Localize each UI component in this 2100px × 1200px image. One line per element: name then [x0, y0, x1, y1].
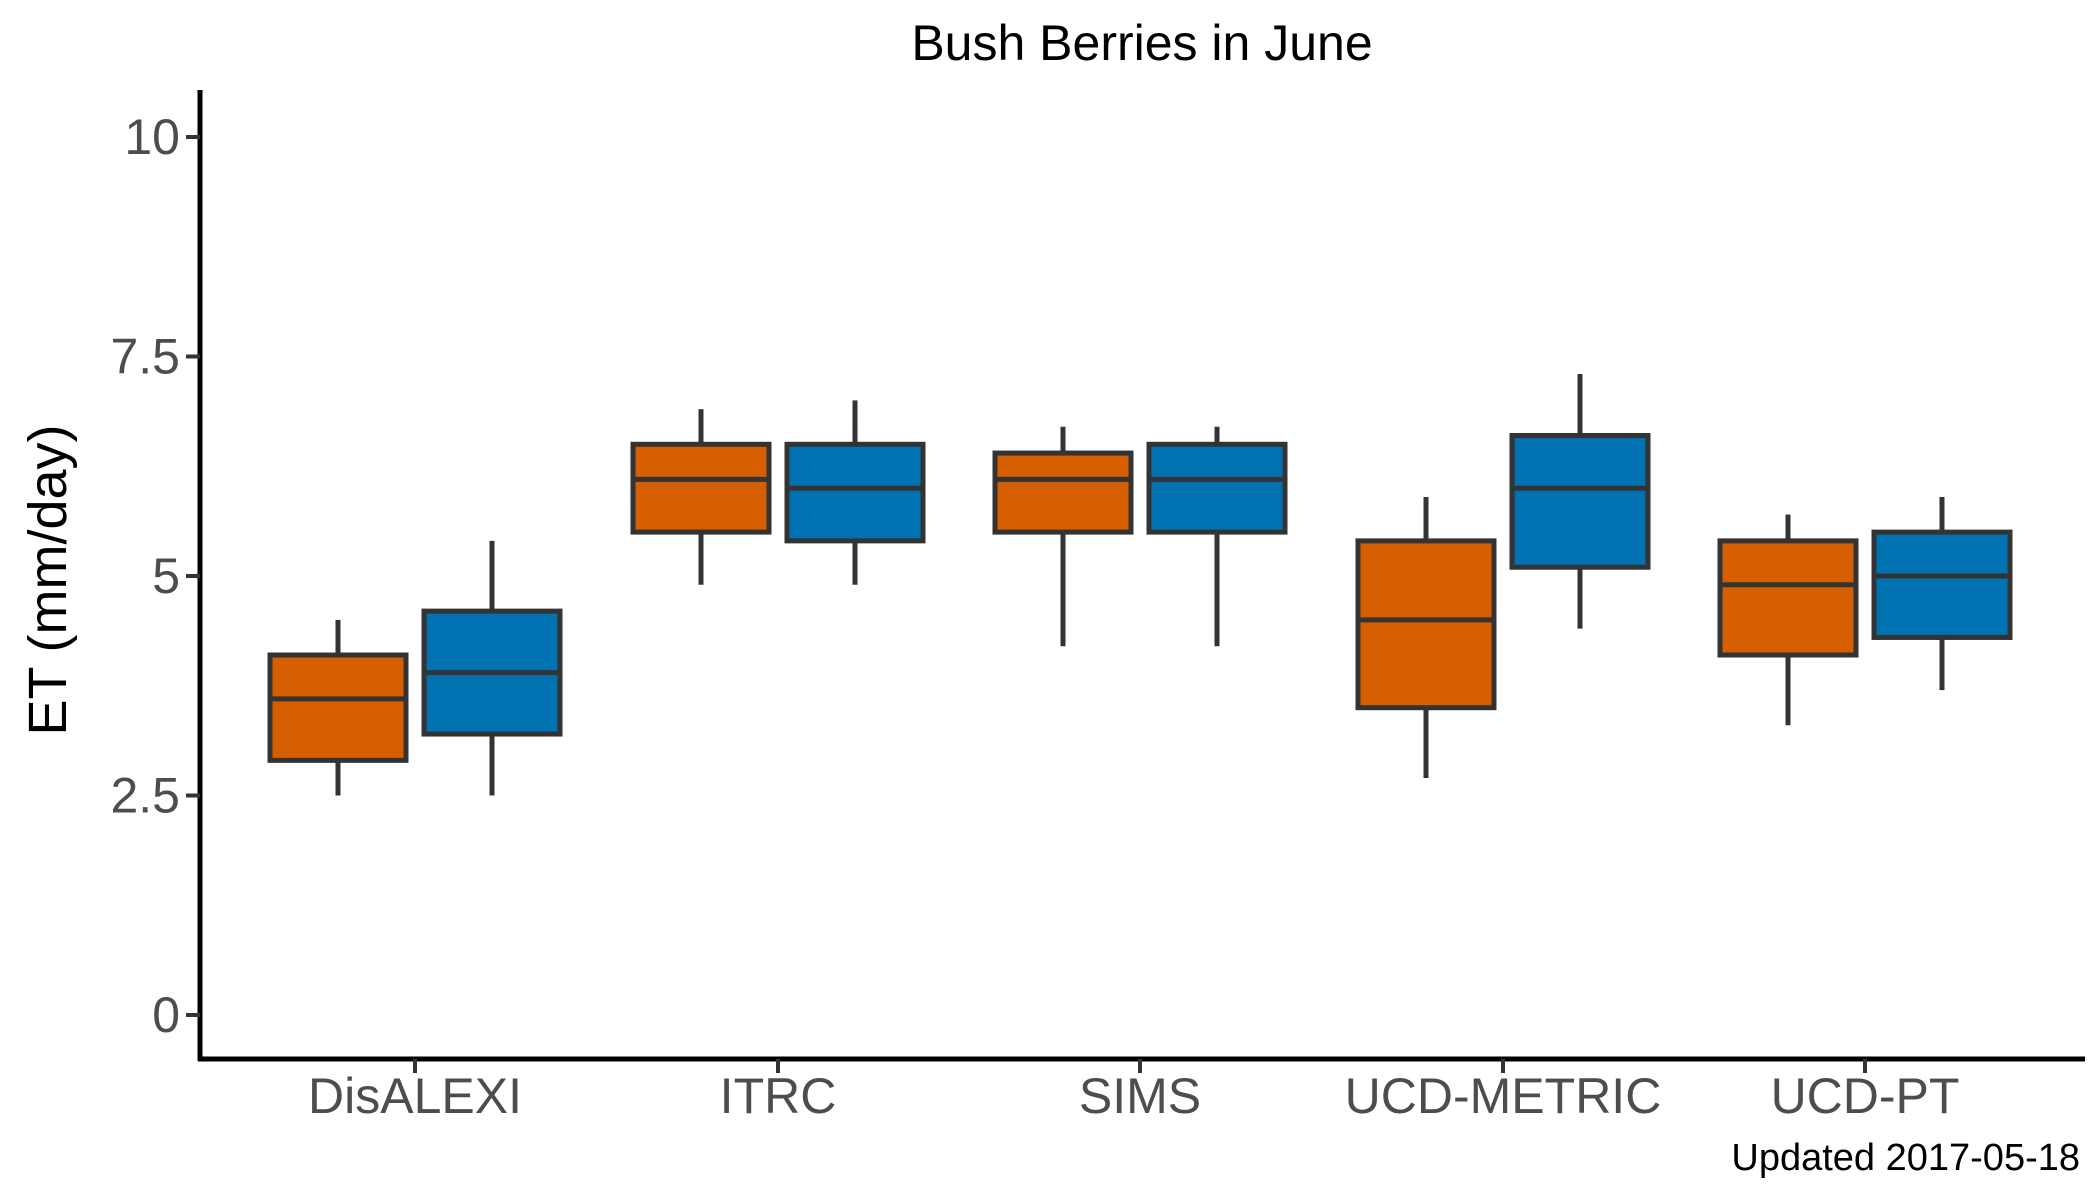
box-disalexi-series-2 [421, 540, 563, 796]
chart-title: Bush Berries in June [911, 15, 1372, 71]
box-iqr [1509, 433, 1651, 570]
x-tick-label: UCD-METRIC [1345, 1068, 1662, 1124]
y-tick-label: 0 [152, 987, 180, 1043]
box-itrc-series-1 [630, 409, 772, 585]
axis-ticks: 0 2.5 5 7.5 10 DisALEXI ITRC SIMS UCD-METRIC UCD-… [110, 109, 1959, 1124]
box-ucd-pt-series-1 [1717, 514, 1859, 726]
box-iqr [784, 441, 926, 544]
box-iqr [1717, 538, 1859, 658]
y-tick-label: 10 [124, 109, 180, 165]
box-iqr [992, 450, 1134, 535]
box-disalexi-series-1 [267, 619, 409, 796]
x-tick-label: ITRC [720, 1068, 837, 1124]
box-iqr [1146, 441, 1288, 535]
updated-caption: Updated 2017-05-18 [1731, 1137, 2080, 1179]
box-ucd-metric-series-1 [1355, 496, 1497, 778]
box-sims-series-1 [992, 426, 1134, 647]
box-iqr [1355, 538, 1497, 711]
y-tick-label: 2.5 [110, 768, 180, 824]
y-tick-label: 7.5 [110, 329, 180, 385]
box-iqr [267, 652, 409, 763]
y-axis-label: ET (mm/day) [18, 424, 78, 735]
box-iqr [630, 441, 772, 535]
y-tick-label: 5 [152, 548, 180, 604]
box-itrc-series-2 [784, 400, 926, 585]
box-iqr [1871, 529, 2013, 640]
x-tick-label: SIMS [1079, 1068, 1201, 1124]
x-tick-label: UCD-PT [1771, 1068, 1960, 1124]
box-ucd-metric-series-2 [1509, 374, 1651, 629]
box-ucd-pt-series-2 [1871, 496, 2013, 691]
plot-area [267, 374, 2013, 796]
x-tick-label: DisALEXI [308, 1068, 522, 1124]
box-sims-series-2 [1146, 426, 1288, 647]
